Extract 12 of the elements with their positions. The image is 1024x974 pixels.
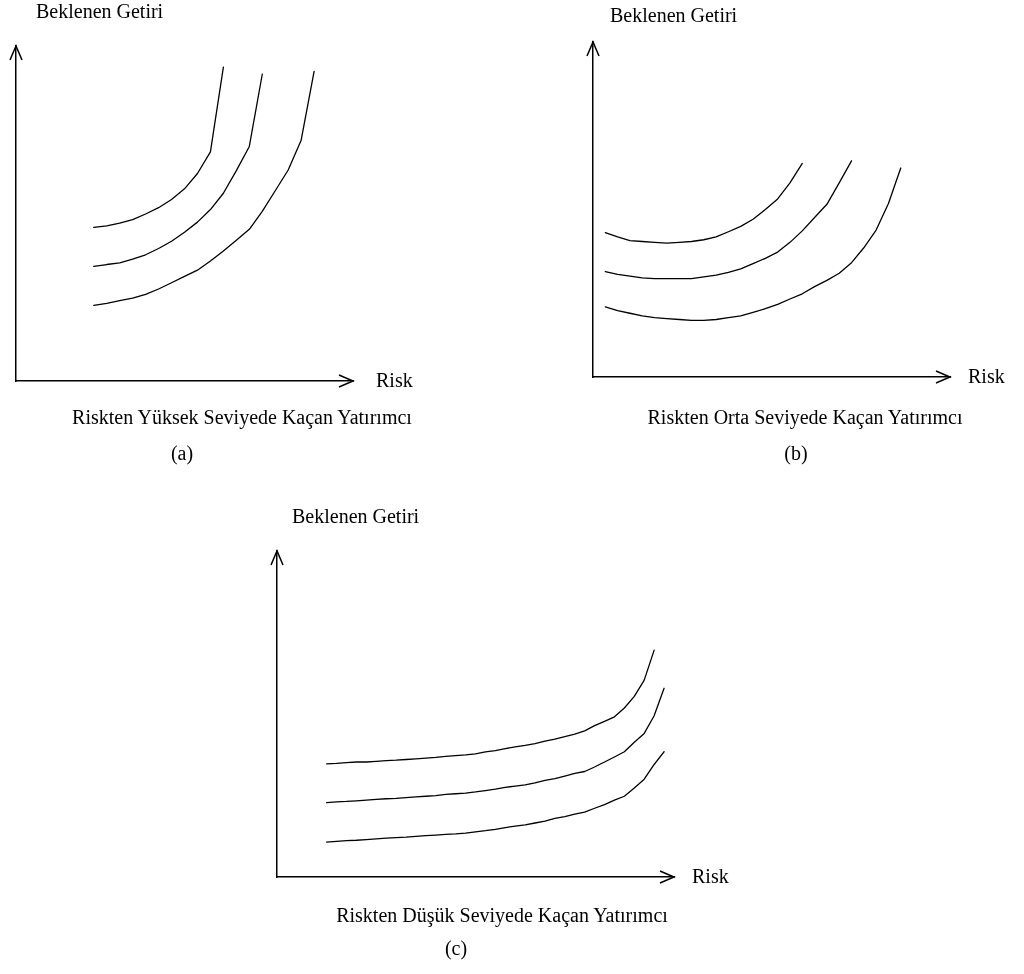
- y-axis-title: Beklenen Getiri: [292, 505, 420, 528]
- y-axis-title: Beklenen Getiri: [610, 4, 738, 27]
- text: (c): [444, 937, 468, 960]
- text: Riskten Yüksek Seviyede Kaçan Yatırımcı: [72, 406, 412, 429]
- text: Riskten Düşük Seviyede Kaçan Yatırımcı: [336, 904, 668, 927]
- y-axis-title: Beklenen Getiri: [36, 0, 164, 23]
- x-axis-title: Risk: [376, 369, 413, 392]
- text: (b): [784, 442, 808, 465]
- x-axis-title: Risk: [692, 865, 729, 888]
- x-axis-title: Risk: [968, 365, 1005, 388]
- text: (a): [170, 442, 194, 465]
- text: Riskten Orta Seviyede Kaçan Yatırımcı: [647, 406, 963, 429]
